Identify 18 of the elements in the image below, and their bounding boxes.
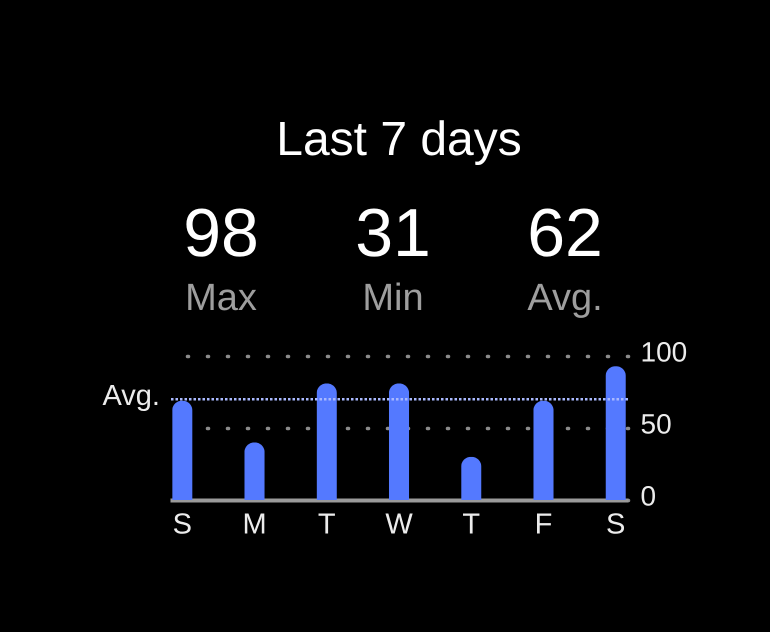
ref-line-label: Avg. <box>102 380 160 412</box>
text: Max <box>185 277 257 319</box>
text: 62 <box>527 195 603 271</box>
x-tick-label: T <box>462 508 480 540</box>
y-tick-label: 0 <box>640 480 656 512</box>
y-tick-label: 50 <box>640 408 672 440</box>
text: 98 <box>183 195 259 271</box>
text: Min <box>362 277 424 319</box>
x-tick-label: S <box>606 508 626 540</box>
chart-title: Last 7 days <box>276 113 522 166</box>
x-tick-label: T <box>318 508 336 540</box>
y-tick-label: 100 <box>640 336 688 368</box>
x-tick-label: W <box>385 508 414 540</box>
text: Avg. <box>527 277 603 319</box>
x-tick-label: M <box>242 508 267 540</box>
text: 31 <box>355 195 431 271</box>
x-tick-label: F <box>534 508 552 540</box>
x-tick-label: S <box>172 508 192 540</box>
